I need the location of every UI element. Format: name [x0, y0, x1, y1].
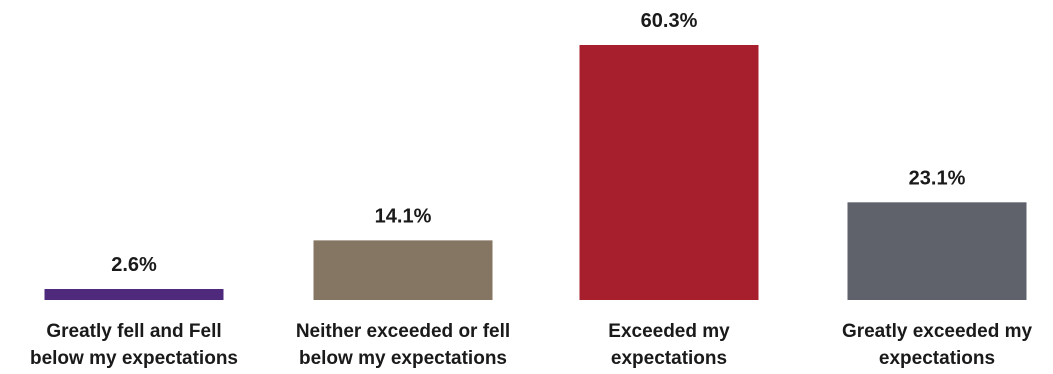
- category-label-4-line-1: Greatly exceeded my: [842, 321, 1033, 342]
- category-label-4-line-2: expectations: [879, 348, 995, 369]
- bar-4: [847, 202, 1027, 300]
- value-label-3: 60.3%: [641, 10, 698, 32]
- value-label-4: 23.1%: [909, 167, 966, 189]
- category-label-3-line-2: expectations: [611, 348, 727, 369]
- category-label-2-line-2: below my expectations: [299, 348, 507, 369]
- category-label-1: Greatly fell and Fell below my expectatio…: [30, 321, 238, 369]
- value-labels-group: 2.6% 14.1% 60.3% 23.1%: [111, 10, 965, 276]
- category-label-1-line-1: Greatly fell and Fell: [46, 321, 221, 342]
- category-label-3-line-1: Exceeded my: [608, 321, 730, 342]
- bar-1: [44, 289, 224, 300]
- category-label-2-line-1: Neither exceeded or fell: [296, 321, 510, 342]
- category-label-1-line-2: below my expectations: [30, 348, 238, 369]
- category-label-4: Greatly exceeded my expectations: [842, 321, 1033, 369]
- bar-3: [579, 45, 759, 300]
- category-label-2: Neither exceeded or fell below my expecta…: [296, 321, 510, 369]
- value-label-2: 14.1%: [375, 205, 432, 227]
- category-label-3: Exceeded my expectations: [608, 321, 730, 369]
- category-labels-group: Greatly fell and Fell below my expectatio…: [30, 321, 1032, 369]
- bars-group: [44, 45, 1027, 300]
- bar-2: [313, 240, 493, 300]
- value-label-1: 2.6%: [111, 254, 157, 276]
